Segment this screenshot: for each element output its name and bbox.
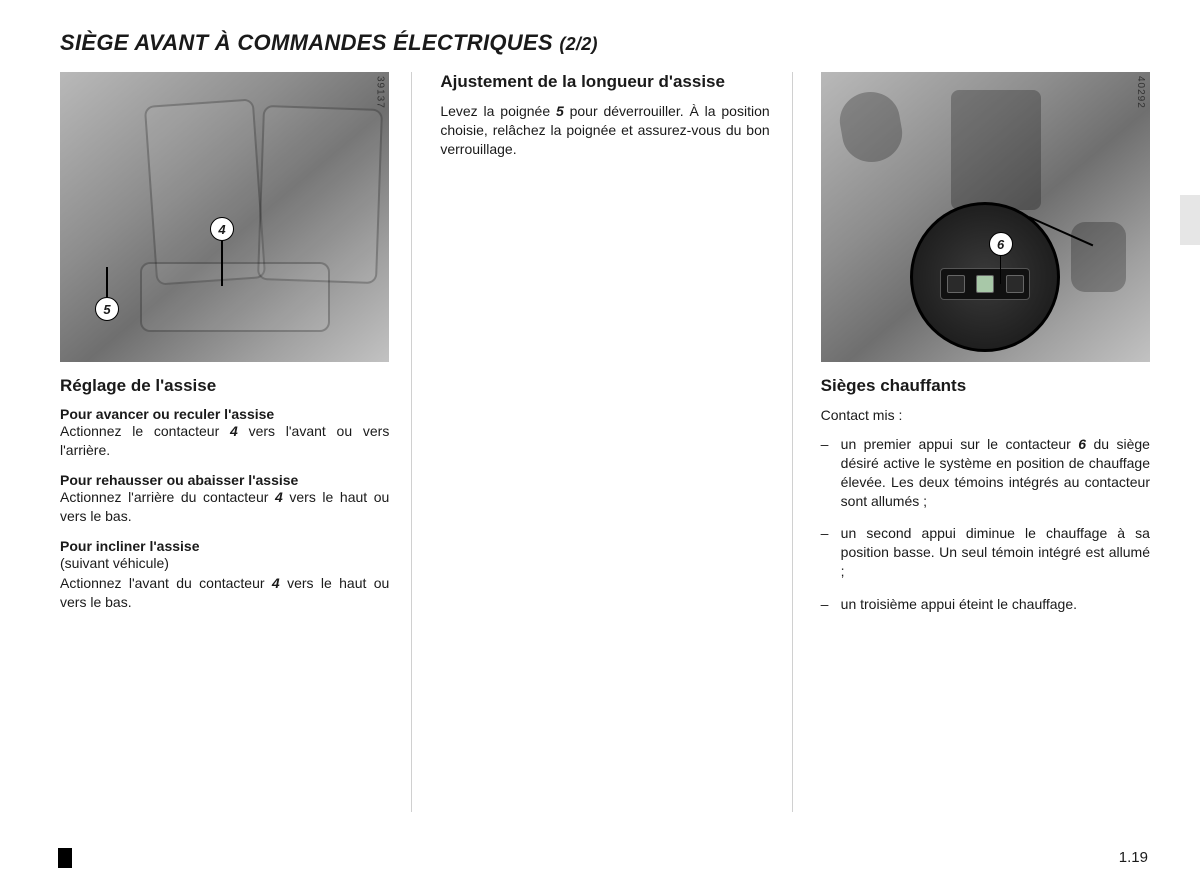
col1-p2-ref: 4 [275, 489, 283, 505]
col3-li1-ref: 6 [1078, 436, 1086, 452]
image-ref-left: 39137 [374, 76, 385, 109]
seat-illustration: 39137 4 5 [60, 72, 389, 362]
col1-p3: Actionnez l'avant du contacteur 4 vers l… [60, 574, 389, 612]
col1-p3a: Actionnez l'avant du contacteur [60, 575, 272, 591]
col1-p2a: Actionnez l'arrière du contacteur [60, 489, 275, 505]
title-main: SIÈGE AVANT À COMMANDES ÉLECTRIQUES [60, 30, 553, 55]
col2-ref: 5 [556, 103, 564, 119]
col2-heading: Ajustement de la longueur d'assise [440, 72, 769, 92]
col3-heading: Sièges chauffants [821, 376, 1150, 396]
image-ref-right: 40292 [1135, 76, 1146, 109]
col3-lead: Contact mis : [821, 406, 1150, 425]
col1-p1-head: Pour avancer ou reculer l'assise [60, 406, 389, 422]
title-sub: (2/2) [559, 34, 598, 54]
callout-6: 6 [989, 232, 1013, 256]
col1-p2-head: Pour rehausser ou abaisser l'assise [60, 472, 389, 488]
col2-p: Levez la poignée 5 pour déverrouiller. À… [440, 102, 769, 159]
column-3: 40292 6 Sièges chauffants Contact mis : … [821, 72, 1150, 812]
column-2: Ajustement de la longueur d'assise Levez… [440, 72, 792, 812]
side-thumb-tab [1180, 195, 1200, 245]
page-title: SIÈGE AVANT À COMMANDES ÉLECTRIQUES (2/2… [60, 30, 1150, 56]
callout-5: 5 [95, 297, 119, 321]
magnified-control [910, 202, 1060, 352]
col1-p2: Actionnez l'arrière du contacteur 4 vers… [60, 488, 389, 526]
col3-li3: un troisième appui éteint le chauffage. [821, 595, 1150, 614]
col1-heading: Réglage de l'assise [60, 376, 389, 396]
col1-p3-head: Pour incliner l'assise [60, 538, 389, 554]
col1-p3-note: (suivant véhicule) [60, 554, 389, 573]
content-columns: 39137 4 5 Réglage de l'assise Pour avanc… [60, 72, 1150, 812]
col3-li1: un premier appui sur le contacteur 6 du … [821, 435, 1150, 511]
callout-4: 4 [210, 217, 234, 241]
col1-p1-ref: 4 [230, 423, 238, 439]
footer-mark [58, 848, 72, 868]
col1-p1: Actionnez le contacteur 4 vers l'avant o… [60, 422, 389, 460]
dashboard-illustration: 40292 6 [821, 72, 1150, 362]
column-1: 39137 4 5 Réglage de l'assise Pour avanc… [60, 72, 412, 812]
col3-list: un premier appui sur le contacteur 6 du … [821, 435, 1150, 614]
col2-pa: Levez la poignée [440, 103, 556, 119]
col3-li1a: un premier appui sur le contacteur [841, 436, 1079, 452]
col1-p1a: Actionnez le contacteur [60, 423, 230, 439]
col1-p3-ref: 4 [272, 575, 280, 591]
page-number: 1.19 [1119, 849, 1148, 866]
col3-li2: un second appui diminue le chauffage à s… [821, 524, 1150, 581]
